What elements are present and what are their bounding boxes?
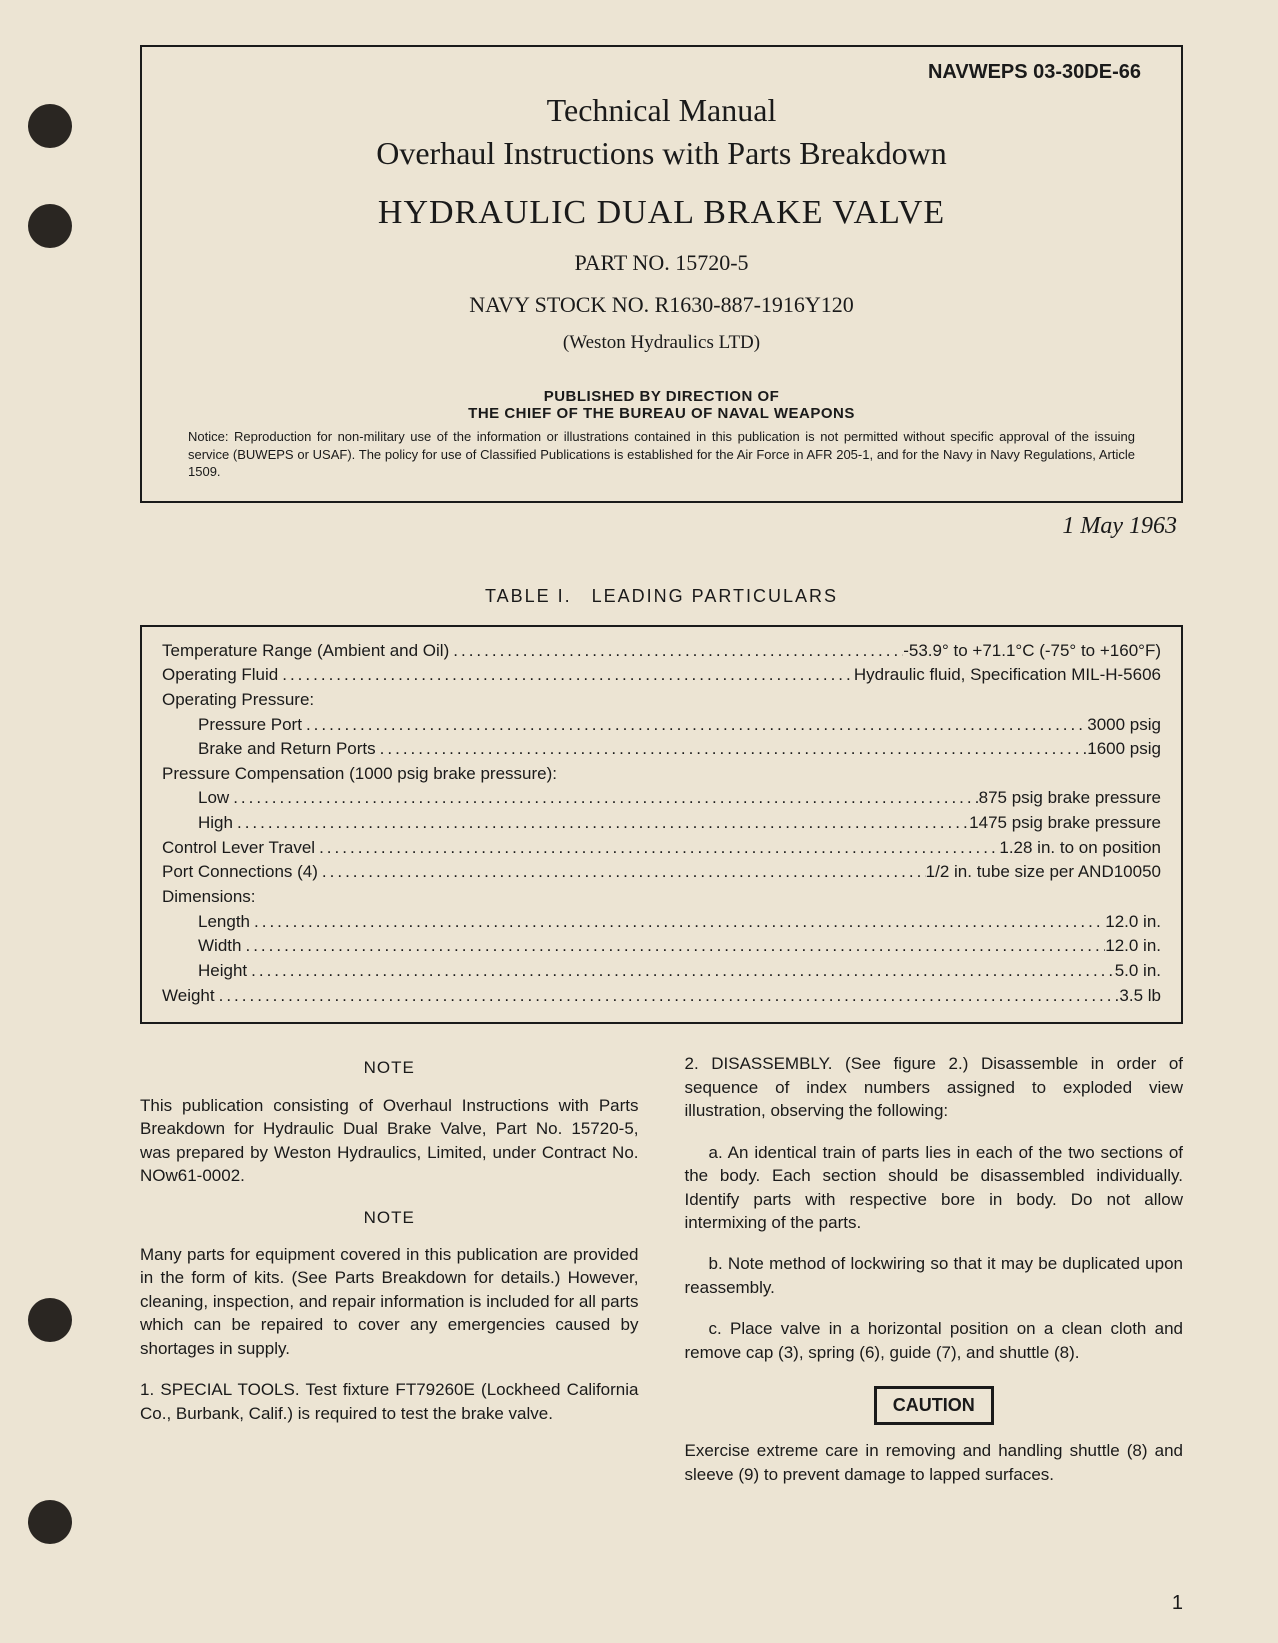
main-title: HYDRAULIC DUAL BRAKE VALVE (182, 194, 1141, 232)
note-2-text: Many parts for equipment covered in this… (140, 1243, 639, 1360)
leader-dots (278, 663, 854, 680)
punch-hole (28, 1298, 72, 1342)
paragraph-2c: c. Place valve in a horizontal position … (685, 1317, 1184, 1364)
table-row-value: 3000 psig (1087, 713, 1161, 738)
punch-hole (28, 104, 72, 148)
table-row-value: 875 psig brake pressure (979, 786, 1161, 811)
paragraph-2b: b. Note method of lockwiring so that it … (685, 1252, 1184, 1299)
stock-number: NAVY STOCK NO. R1630-887-1916Y120 (182, 292, 1141, 318)
leader-dots (250, 910, 1105, 927)
left-column: NOTE This publication consisting of Over… (140, 1052, 639, 1504)
table-row-label: Length (198, 910, 250, 935)
leader-dots (315, 836, 999, 853)
table-row-value: 12.0 in. (1105, 910, 1161, 935)
page-number: 1 (1172, 1592, 1183, 1615)
leader-dots (229, 786, 978, 803)
caution-text: Exercise extreme care in removing and ha… (685, 1439, 1184, 1486)
table-row-value: 5.0 in. (1115, 959, 1161, 984)
table-row: Port Connections (4) 1/2 in. tube size pe… (162, 860, 1161, 885)
paragraph-1: 1. SPECIAL TOOLS. Test fixture FT79260E … (140, 1378, 639, 1425)
note-heading: NOTE (140, 1206, 639, 1229)
table-row-label: Low (198, 786, 229, 811)
table-row: Temperature Range (Ambient and Oil) -53.9… (162, 639, 1161, 664)
table-row-value: 3.5 lb (1119, 984, 1161, 1009)
publication-date: 1 May 1963 (140, 513, 1183, 540)
reproduction-notice: Notice: Reproduction for non-military us… (182, 428, 1141, 481)
punch-hole (28, 1500, 72, 1544)
table-row-value: 1/2 in. tube size per AND10050 (926, 860, 1161, 885)
table-row: Brake and Return Ports 1600 psig (162, 737, 1161, 762)
table-row-label: Weight (162, 984, 215, 1009)
leader-dots (449, 639, 903, 656)
table-title: TABLE I. LEADING PARTICULARS (140, 586, 1183, 607)
caution-border-icon (874, 1386, 1004, 1420)
body-columns: NOTE This publication consisting of Over… (140, 1052, 1183, 1504)
punch-hole (28, 204, 72, 248)
table-row-label: Height (198, 959, 247, 984)
title-line-2: Overhaul Instructions with Parts Breakdo… (182, 135, 1141, 172)
title-box: NAVWEPS 03-30DE-66 Technical Manual Over… (140, 45, 1183, 503)
table-row-value: 1.28 in. to on position (999, 836, 1161, 861)
leader-dots (241, 934, 1105, 951)
table-row-value: Hydraulic fluid, Specification MIL-H-560… (854, 663, 1161, 688)
table-row-label: Temperature Range (Ambient and Oil) (162, 639, 449, 664)
leader-dots (247, 959, 1115, 976)
table-row-value: -53.9° to +71.1°C (-75° to +160°F) (903, 639, 1161, 664)
leader-dots (318, 860, 926, 877)
caution-box: CAUTION (874, 1386, 994, 1425)
table-row: Pressure Port 3000 psig (162, 713, 1161, 738)
published-by-line-1: PUBLISHED BY DIRECTION OF (182, 388, 1141, 405)
published-by-line-2: THE CHIEF OF THE BUREAU OF NAVAL WEAPONS (182, 405, 1141, 422)
title-line-1: Technical Manual (182, 92, 1141, 129)
table-row: Width 12.0 in. (162, 934, 1161, 959)
paragraph-2: 2. DISASSEMBLY. (See figure 2.) Disassem… (685, 1052, 1184, 1122)
table-row-label: Port Connections (4) (162, 860, 318, 885)
table-row: Dimensions: (162, 885, 1161, 910)
table-row: Height 5.0 in. (162, 959, 1161, 984)
table-row-label: Width (198, 934, 241, 959)
leader-dots (376, 737, 1088, 754)
part-number: PART NO. 15720-5 (182, 250, 1141, 276)
table-row-label: Pressure Port (198, 713, 302, 738)
table-row-label: Brake and Return Ports (198, 737, 376, 762)
document-id: NAVWEPS 03-30DE-66 (182, 61, 1141, 92)
table-row-label: High (198, 811, 233, 836)
table-row-label: Pressure Compensation (1000 psig brake p… (162, 762, 557, 787)
caution-wrapper: CAUTION (685, 1382, 1184, 1439)
table-row-value: 1475 psig brake pressure (969, 811, 1161, 836)
leader-dots (215, 984, 1120, 1001)
table-row: Low 875 psig brake pressure (162, 786, 1161, 811)
leader-dots (302, 713, 1087, 730)
table-row-value: 1600 psig (1087, 737, 1161, 762)
company-name: (Weston Hydraulics LTD) (182, 332, 1141, 354)
leading-particulars-table: Temperature Range (Ambient and Oil) -53.9… (140, 625, 1183, 1025)
leader-dots (233, 811, 969, 828)
table-row-label: Operating Fluid (162, 663, 278, 688)
note-1-text: This publication consisting of Overhaul … (140, 1094, 639, 1188)
table-row-value: 12.0 in. (1105, 934, 1161, 959)
table-row: Length 12.0 in. (162, 910, 1161, 935)
note-heading: NOTE (140, 1056, 639, 1079)
table-row: Weight 3.5 lb (162, 984, 1161, 1009)
table-row-label: Control Lever Travel (162, 836, 315, 861)
right-column: 2. DISASSEMBLY. (See figure 2.) Disassem… (685, 1052, 1184, 1504)
table-row-label: Operating Pressure: (162, 688, 314, 713)
table-row: Operating Fluid Hydraulic fluid, Specific… (162, 663, 1161, 688)
table-row-label: Dimensions: (162, 885, 256, 910)
table-row: High 1475 psig brake pressure (162, 811, 1161, 836)
table-row: Control Lever Travel 1.28 in. to on posit… (162, 836, 1161, 861)
table-row: Operating Pressure: (162, 688, 1161, 713)
paragraph-2a: a. An identical train of parts lies in e… (685, 1141, 1184, 1235)
table-row: Pressure Compensation (1000 psig brake p… (162, 762, 1161, 787)
